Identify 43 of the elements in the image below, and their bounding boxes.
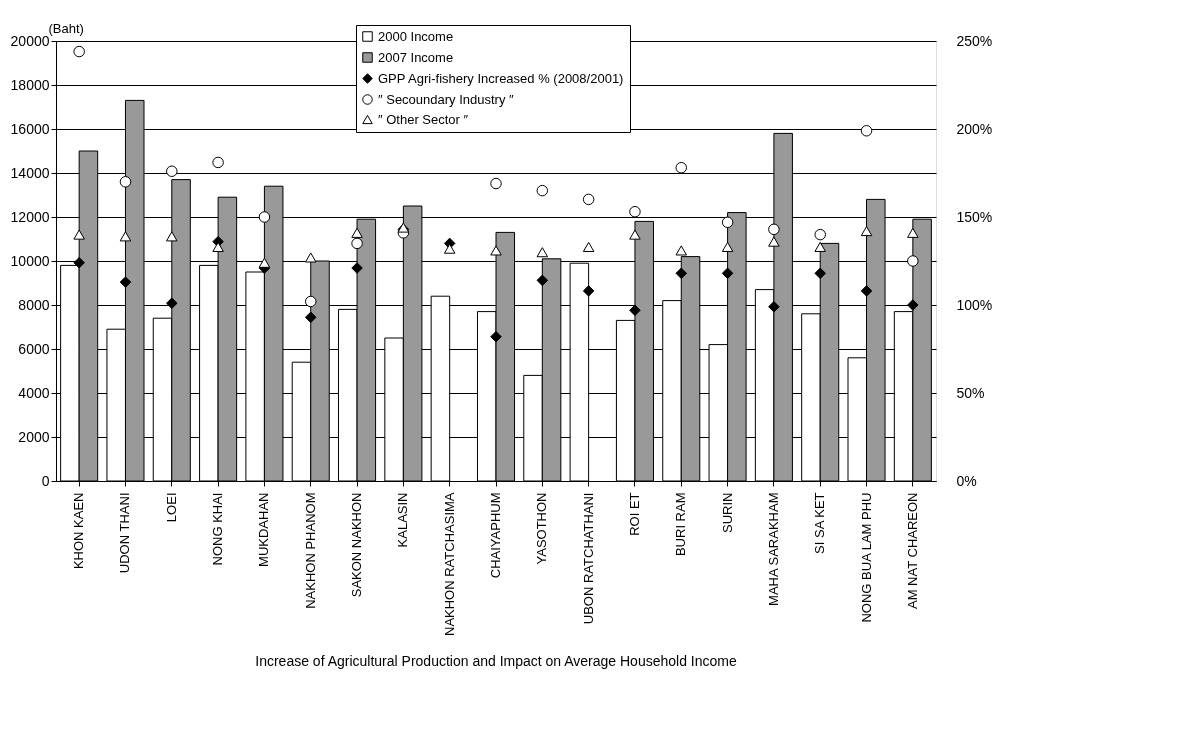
x-tick-label: CHAIYAPHUM	[488, 492, 503, 579]
x-tick-label: YASOTHON	[534, 492, 550, 565]
y-tick-label: 0	[41, 472, 50, 489]
y-axis-title: (Baht)	[48, 20, 84, 36]
legend-label: 2000 Income	[378, 28, 454, 44]
y2-tick-label: 0%	[956, 472, 977, 489]
text: Increase of Agricultural Production and Impact on Average Household Income	[255, 653, 737, 670]
y-tick-label: 16000	[10, 120, 50, 137]
x-tick-label: MAHA SARAKHAM	[765, 492, 781, 606]
y-tick-label: 14000	[10, 164, 50, 181]
y-tick-label: 18000	[10, 76, 50, 93]
x-tick-label: SI SA KET	[812, 492, 828, 554]
y-tick-label: 4000	[18, 384, 50, 401]
x-tick-label: NAKHON PHANOM	[302, 492, 318, 609]
legend-label: GPP Agri-fishery Increased % (2008/2001)	[378, 70, 624, 86]
y-tick-label: 10000	[10, 252, 50, 269]
legend-label: ″ Other Sector ″	[378, 111, 469, 127]
x-tick-label: SAKON NAKHON	[349, 492, 365, 598]
y-tick-label: 8000	[18, 296, 50, 313]
y-tick-label: 6000	[18, 340, 50, 357]
y-tick-label: 12000	[10, 208, 50, 225]
x-tick-label: KHON KAEN	[71, 492, 87, 570]
x-tick-label: KALASIN	[395, 492, 411, 548]
y2-tick-label: 200%	[956, 120, 993, 137]
legend-label: ″ Secoundary Industry ″	[378, 91, 515, 107]
legend-label: 2007 Income	[378, 49, 454, 65]
y2-tick-label: 50%	[956, 384, 985, 401]
x-tick-label: AM NAT CHAREON	[904, 492, 920, 610]
x-tick-label: MUKDAHAN	[256, 492, 272, 567]
x-tick-label: SURIN	[719, 492, 735, 533]
x-tick-label: NONG KHAI	[210, 492, 226, 566]
x-tick-label: LOEI	[163, 492, 179, 523]
x-tick-label: NAKHON RATCHASIMA	[441, 492, 457, 636]
y2-tick-label: 100%	[956, 296, 993, 313]
x-tick-label: UDON THANI	[117, 492, 133, 574]
y2-tick-label: 250%	[956, 32, 993, 49]
y2-tick-label: 150%	[956, 208, 993, 225]
x-tick-label: ROI ET	[626, 492, 642, 536]
y-tick-label: 20000	[10, 32, 50, 49]
x-tick-label: BURI RAM	[673, 492, 689, 557]
y-tick-label: 2000	[18, 428, 50, 445]
x-tick-label: NONG BUA LAM PHU	[858, 492, 874, 623]
x-tick-label: UBON RATCHATHANI	[580, 492, 596, 625]
